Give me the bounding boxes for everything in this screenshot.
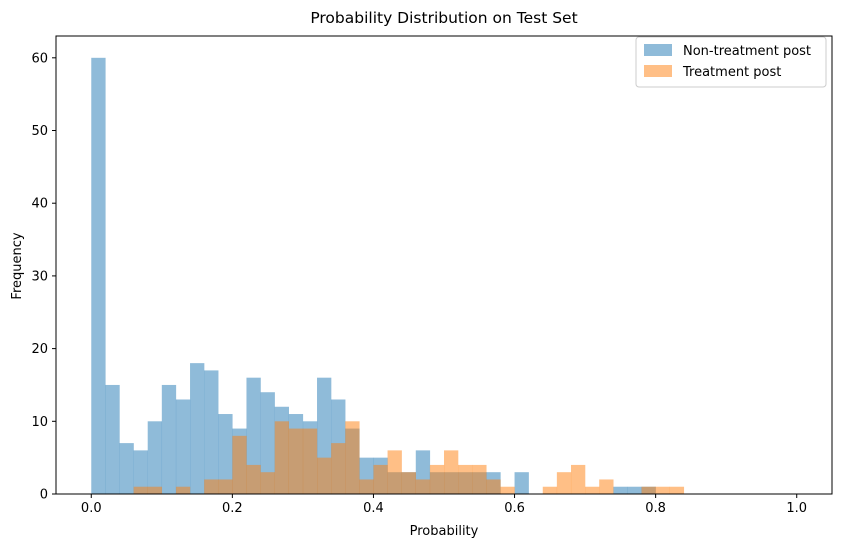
histogram-bar [415,479,431,494]
histogram-bar [641,486,656,494]
histogram-bar [91,57,106,495]
histogram-bar [514,472,529,494]
histogram-bar [133,486,148,494]
y-tick-label: 20 [31,342,48,357]
histogram-bar [260,472,275,494]
histogram-bar [119,443,134,494]
histogram-bar [556,472,572,494]
histogram-bar [373,464,388,494]
histogram-bar [204,370,219,494]
x-tick-label: 1.0 [786,501,807,516]
histogram-bar [486,479,501,494]
histogram-bar [147,486,163,494]
histogram-bar [274,421,289,494]
histogram-bar [429,464,445,494]
histogram-bar [246,377,261,494]
plot-area [55,35,833,495]
histogram-bar [232,435,247,494]
x-tick-label: 0.8 [645,501,666,516]
x-tick-label: 0.6 [504,501,525,516]
y-tick-label: 40 [31,197,48,212]
histogram-bar [331,443,346,494]
histogram-bar [147,421,163,494]
y-tick-label: 10 [31,415,48,430]
histogram-bar [444,450,459,494]
histogram-bar [542,486,558,494]
x-tick-label: 0.2 [222,501,243,516]
histogram-bar [669,486,685,494]
histogram-bar [190,363,205,494]
histogram-bar [218,414,233,494]
histogram-bar [458,464,473,494]
histogram-bar [613,486,628,494]
x-axis-title: Probability [410,524,479,539]
x-axis: 0.0 0.2 0.4 0.6 0.8 1.0 [81,494,807,516]
histogram-bar [204,479,219,494]
histogram-bar [260,392,275,494]
histogram-bar [387,450,402,494]
legend: Non-treatment post Treatment post [635,36,827,88]
y-tick-label: 50 [31,124,48,139]
histogram-bar [246,464,261,494]
histogram-bar [500,486,515,494]
histogram-bar [585,486,600,494]
y-tick-label: 30 [31,269,48,284]
y-tick-label: 60 [31,51,48,66]
series-1-bars [133,421,685,494]
histogram-bar [359,479,374,494]
legend-label-1: Treatment post [682,65,781,80]
histogram-bar [401,472,416,494]
legend-swatch-0 [644,44,672,56]
histogram-bar [175,486,191,494]
histogram-bar [655,486,670,494]
x-tick-label: 0.4 [363,501,384,516]
y-tick-label: 0 [40,488,48,503]
histogram-bar [133,450,148,494]
histogram-bar [570,464,586,494]
x-tick-label: 0.0 [81,501,102,516]
legend-label-0: Non-treatment post [683,44,811,59]
histogram-bar [302,428,318,494]
histogram-bar [288,428,304,494]
histogram-bar [175,399,191,494]
y-axis: 0 10 20 30 40 50 60 [31,51,56,503]
histogram-bar [627,486,642,494]
histogram-bar [472,464,487,494]
histogram-bar [218,479,233,494]
chart-title: Probability Distribution on Test Set [310,9,577,27]
y-axis-title: Frequency [10,232,25,299]
histogram-bar [317,457,332,494]
legend-swatch-1 [644,65,672,77]
histogram-bar [105,384,120,494]
histogram-bar [599,479,614,494]
series-0-bars [91,57,656,495]
plot-frame [55,35,833,495]
histogram-bar [161,384,177,494]
histogram-bar [345,421,360,494]
legend-box [635,36,827,88]
